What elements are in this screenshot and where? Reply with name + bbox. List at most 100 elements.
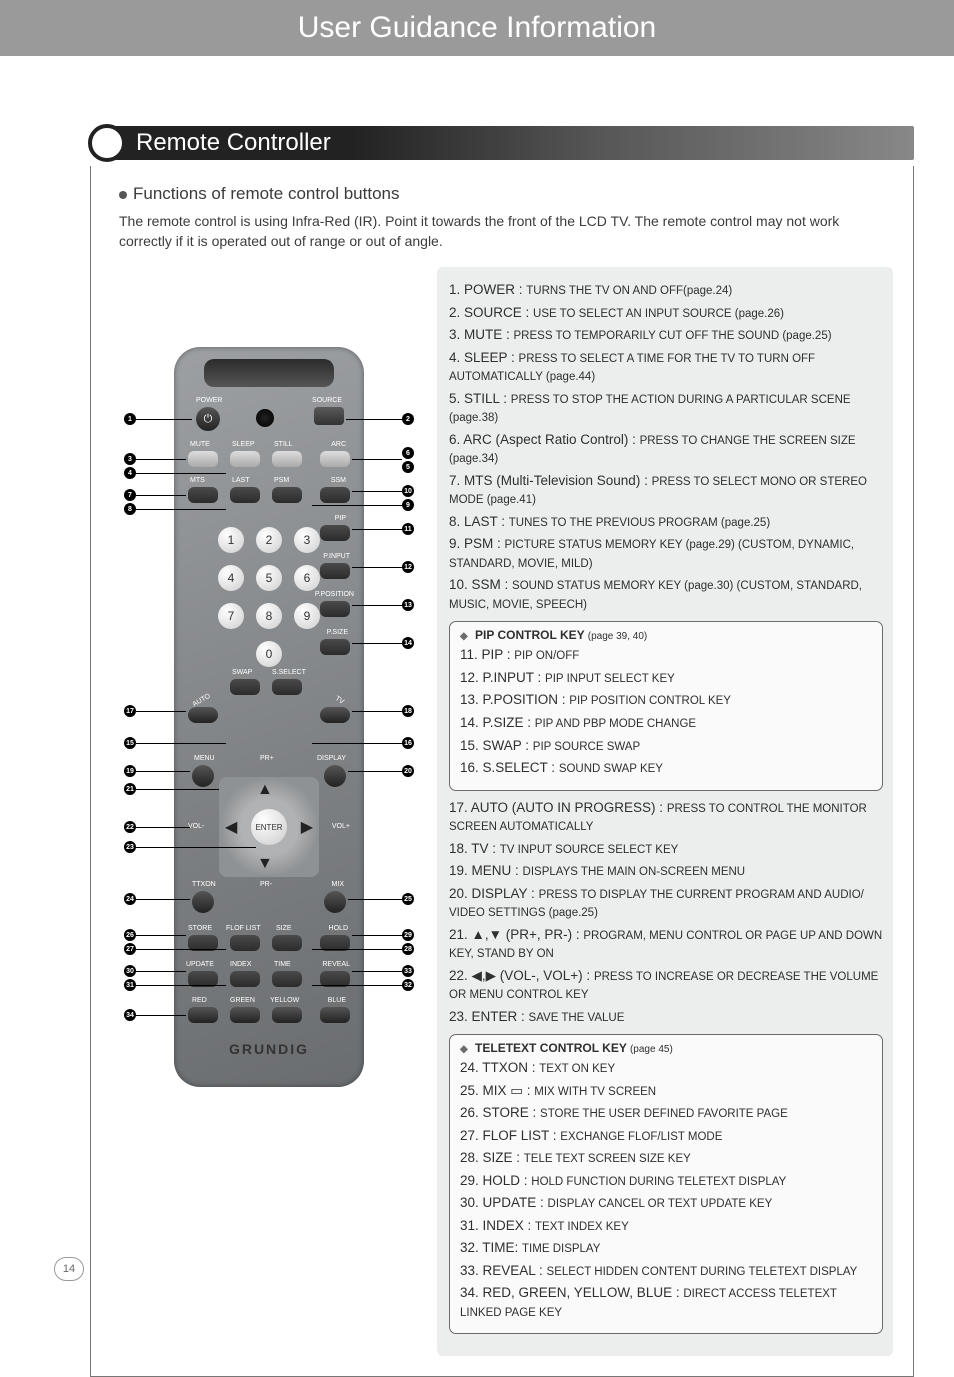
pip-title-text: PIP CONTROL KEY: [475, 628, 584, 642]
callout-11: 11: [402, 523, 414, 535]
callout-line: [352, 711, 402, 712]
ttxon-button: [192, 891, 214, 913]
still-button: [272, 451, 302, 467]
callout-line: [136, 419, 192, 420]
pip-page-ref: (page 39, 40): [588, 631, 648, 642]
callout-line: [352, 971, 402, 972]
function-key: 3. MUTE :: [449, 327, 514, 342]
function-item: 21. ▲,▼ (PR+, PR-) : PROGRAM, MENU CONTR…: [449, 926, 883, 963]
label-power: POWER: [196, 397, 222, 404]
function-key: 24. TTXON :: [460, 1060, 539, 1075]
down-arrow-icon: ▼: [257, 855, 273, 873]
label-mts: MTS: [190, 477, 205, 484]
body-area: Remote Controller Functions of remote co…: [0, 56, 954, 1377]
callout-line: [136, 935, 186, 936]
teletext-function-list: 24. TTXON : TEXT ON KEY25. MIX ▭ : MIX W…: [460, 1059, 872, 1321]
num-5-button: 5: [256, 565, 282, 591]
function-key: 22. ◀,▶ (VOL-, VOL+) :: [449, 968, 594, 983]
function-desc: TEXT INDEX KEY: [535, 1221, 629, 1233]
label-prminus: PR-: [260, 881, 272, 888]
callout-line: [352, 491, 402, 492]
nav-pad: ▲ ▼ ◀ ▶ ENTER: [219, 777, 319, 877]
callout-28: 28: [402, 943, 414, 955]
function-item: 30. UPDATE : DISPLAY CANCEL OR TEXT UPDA…: [460, 1194, 872, 1213]
function-desc: PIP SOURCE SWAP: [533, 741, 640, 753]
power-button: ⏻: [196, 407, 220, 431]
mts-button: [188, 487, 218, 503]
callout-31: 31: [124, 979, 136, 991]
callout-33: 33: [402, 965, 414, 977]
label-last: LAST: [232, 477, 250, 484]
function-key: 9. PSM :: [449, 536, 505, 551]
label-update: UPDATE: [186, 961, 214, 968]
teletext-page-ref: (page 45): [630, 1044, 673, 1055]
description-column: 1. POWER : TURNS THE TV ON AND OFF(page.…: [437, 267, 893, 1356]
function-key: 32. TIME:: [460, 1240, 522, 1255]
label-reveal: REVEAL: [322, 961, 350, 968]
function-item: 22. ◀,▶ (VOL-, VOL+) : PRESS TO INCREASE…: [449, 967, 883, 1004]
function-item: 6. ARC (Aspect Ratio Control) : PRESS TO…: [449, 431, 883, 468]
two-column-layout: POWER ⏻ SOURCE 1 2 MUTE SLEEP STILL: [119, 267, 893, 1356]
function-item: 9. PSM : PICTURE STATUS MEMORY KEY (page…: [449, 535, 883, 572]
callout-line: [352, 459, 402, 460]
function-item: 23. ENTER : SAVE THE VALUE: [449, 1008, 883, 1027]
intro-text: The remote control is using Infra-Red (I…: [119, 212, 893, 251]
callout-9: 9: [402, 499, 414, 511]
function-item: 18. TV : TV INPUT SOURCE SELECT KEY: [449, 840, 883, 859]
label-menu: MENU: [194, 755, 215, 762]
callout-4: 4: [124, 467, 136, 479]
label-psize: P.SIZE: [327, 629, 348, 636]
label-still: STILL: [274, 441, 293, 448]
callout-line: [348, 899, 402, 900]
blue-button: [320, 1007, 350, 1023]
callout-26: 26: [124, 929, 136, 941]
display-button: [324, 765, 346, 787]
callout-21: 21: [124, 783, 136, 795]
label-pip: PIP: [335, 515, 346, 522]
psm-button: [272, 487, 302, 503]
callout-line: [136, 509, 226, 510]
function-desc: PRESS TO TEMPORARILY CUT OFF THE SOUND (…: [514, 330, 832, 342]
function-key: 28. SIZE :: [460, 1150, 524, 1165]
callout-line: [136, 771, 190, 772]
function-desc: TUNES TO THE PREVIOUS PROGRAM (page.25): [509, 517, 770, 529]
label-sselect: S.SELECT: [272, 669, 306, 676]
label-ttxon: TTXON: [192, 881, 216, 888]
section-bar: Remote Controller: [110, 126, 914, 160]
function-key: 19. MENU :: [449, 863, 523, 878]
callout-18: 18: [402, 705, 414, 717]
teletext-title-text: TELETEXT CONTROL KEY: [475, 1041, 627, 1055]
function-item: 16. S.SELECT : SOUND SWAP KEY: [460, 759, 872, 778]
ir-led-icon: [256, 409, 274, 427]
label-ssm: SSM: [331, 477, 346, 484]
sleep-button: [230, 451, 260, 467]
num-1-button: 1: [218, 527, 244, 553]
function-key: 15. SWAP :: [460, 738, 533, 753]
callout-30: 30: [124, 965, 136, 977]
callout-line: [136, 827, 190, 828]
last-button: [230, 487, 260, 503]
function-key: 18. TV :: [449, 841, 500, 856]
num-3-button: 3: [294, 527, 320, 553]
callout-line: [136, 495, 186, 496]
callout-22: 22: [124, 821, 136, 833]
label-psm: PSM: [274, 477, 289, 484]
function-item: 19. MENU : DISPLAYS THE MAIN ON-SCREEN M…: [449, 862, 883, 881]
function-desc: SELECT HIDDEN CONTENT DURING TELETEXT DI…: [547, 1266, 858, 1278]
callout-line: [312, 743, 402, 744]
function-item: 7. MTS (Multi-Television Sound) : PRESS …: [449, 472, 883, 509]
function-item: 13. P.POSITION : PIP POSITION CONTROL KE…: [460, 691, 872, 710]
label-index: INDEX: [230, 961, 251, 968]
page-number: 14: [54, 1257, 84, 1281]
function-key: 10. SSM :: [449, 577, 512, 592]
function-key: 20. DISPLAY :: [449, 886, 539, 901]
callout-line: [352, 529, 402, 530]
right-arrow-icon: ▶: [301, 817, 313, 837]
label-prplus: PR+: [260, 755, 274, 762]
num-9-button: 9: [294, 603, 320, 629]
callout-line: [312, 949, 402, 950]
function-desc: USE TO SELECT AN INPUT SOURCE (page.26): [533, 308, 784, 320]
callout-line: [346, 419, 402, 420]
label-blue: BLUE: [328, 997, 346, 1004]
pip-group-title: PIP CONTROL KEY (page 39, 40): [460, 628, 872, 642]
